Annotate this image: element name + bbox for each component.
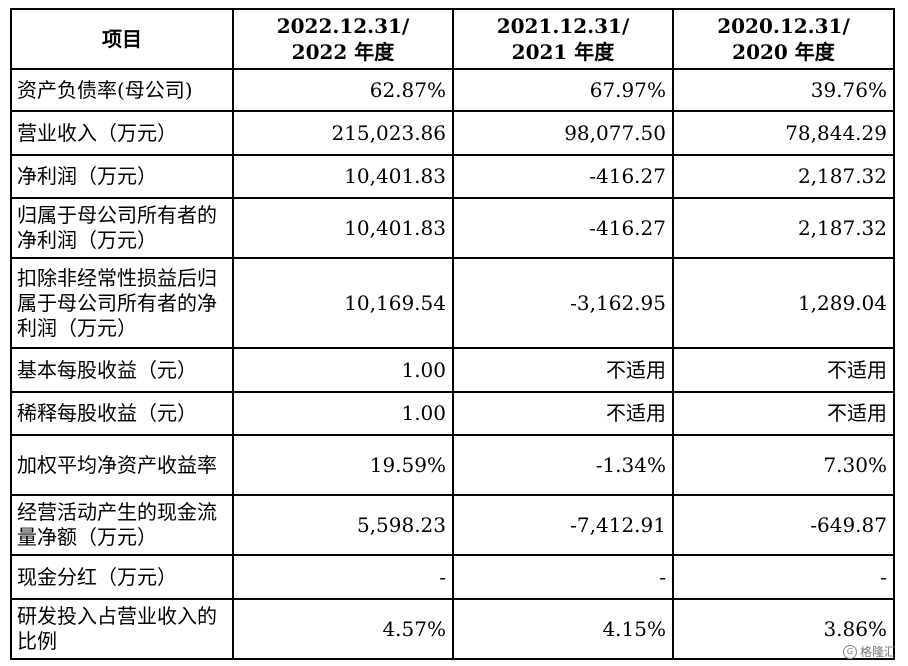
- table-row: 营业收入（万元） 215,023.86 98,077.50 78,844.29: [10, 110, 895, 156]
- header-item-label: 项目: [102, 27, 142, 51]
- row-label: 营业收入（万元）: [10, 110, 234, 156]
- header-2020: 2020.12.31/ 2020 年度: [672, 8, 895, 70]
- value-2020: 不适用: [672, 391, 895, 436]
- header-2020-date: 2020.12.31/: [717, 14, 850, 38]
- row-label: 资产负债率(母公司): [10, 68, 234, 112]
- value-2021: -: [452, 554, 674, 600]
- value-2022: -: [232, 554, 454, 600]
- value-2020: 7.30%: [672, 434, 895, 496]
- table-row: 经营活动产生的现金流量净额（万元） 5,598.23 -7,412.91 -64…: [10, 494, 895, 556]
- table-row: 加权平均净资产收益率 19.59% -1.34% 7.30%: [10, 434, 895, 496]
- watermark-text: 格隆汇: [859, 645, 896, 659]
- value-2021: -3,162.95: [452, 257, 674, 349]
- value-2020: 39.76%: [672, 68, 895, 112]
- table-row: 扣除非经常性损益后归属于母公司所有者的净利润（万元） 10,169.54 -3,…: [10, 257, 895, 349]
- value-2020: 不适用: [672, 347, 895, 393]
- value-2022: 1.00: [232, 391, 454, 436]
- row-label: 加权平均净资产收益率: [10, 434, 234, 496]
- value-2021: -1.34%: [452, 434, 674, 496]
- value-2022: 10,401.83: [232, 197, 454, 259]
- header-2020-year: 2020 年度: [732, 40, 835, 64]
- table-row: 归属于母公司所有者的净利润（万元） 10,401.83 -416.27 2,18…: [10, 197, 895, 259]
- value-2020: 3.86%: [672, 598, 895, 660]
- value-2021: 4.15%: [452, 598, 674, 660]
- table-row: 资产负债率(母公司) 62.87% 67.97% 39.76%: [10, 68, 895, 112]
- value-2021: -7,412.91: [452, 494, 674, 556]
- value-2022: 19.59%: [232, 434, 454, 496]
- value-2021: 67.97%: [452, 68, 674, 112]
- table-row: 净利润（万元） 10,401.83 -416.27 2,187.32: [10, 154, 895, 199]
- row-label: 研发投入占营业收入的比例: [10, 598, 234, 660]
- row-label: 基本每股收益（元）: [10, 347, 234, 393]
- header-2022: 2022.12.31/ 2022 年度: [232, 8, 454, 70]
- value-2021: -416.27: [452, 154, 674, 199]
- value-2022: 4.57%: [232, 598, 454, 660]
- row-label: 稀释每股收益（元）: [10, 391, 234, 436]
- value-2022: 62.87%: [232, 68, 454, 112]
- table-row: 研发投入占营业收入的比例 4.57% 4.15% 3.86%: [10, 598, 895, 660]
- value-2020: -: [672, 554, 895, 600]
- value-2020: -649.87: [672, 494, 895, 556]
- value-2020: 1,289.04: [672, 257, 895, 349]
- value-2021: -416.27: [452, 197, 674, 259]
- row-label: 归属于母公司所有者的净利润（万元）: [10, 197, 234, 259]
- header-2021-date: 2021.12.31/: [496, 14, 630, 38]
- header-2022-year: 2022 年度: [291, 40, 395, 64]
- table-row: 稀释每股收益（元） 1.00 不适用 不适用: [10, 391, 895, 436]
- header-2021: 2021.12.31/ 2021 年度: [452, 8, 674, 70]
- financial-table-container: 项目 2022.12.31/ 2022 年度 2021.12.31/ 2021 …: [10, 8, 895, 660]
- table-row: 现金分红（万元） - - -: [10, 554, 895, 600]
- value-2021: 不适用: [452, 391, 674, 436]
- value-2022: 5,598.23: [232, 494, 454, 556]
- header-item: 项目: [10, 8, 234, 70]
- header-2022-date: 2022.12.31/: [276, 14, 410, 38]
- value-2022: 10,401.83: [232, 154, 454, 199]
- g-logo-icon: G: [842, 644, 857, 659]
- value-2021: 不适用: [452, 347, 674, 393]
- table-row: 基本每股收益（元） 1.00 不适用 不适用: [10, 347, 895, 393]
- header-row: 项目 2022.12.31/ 2022 年度 2021.12.31/ 2021 …: [10, 8, 895, 70]
- value-2022: 10,169.54: [232, 257, 454, 349]
- value-2020: 2,187.32: [672, 197, 895, 259]
- value-2021: 98,077.50: [452, 110, 674, 156]
- value-2020: 78,844.29: [672, 110, 895, 156]
- watermark: G 格隆汇: [842, 643, 896, 660]
- header-2021-year: 2021 年度: [511, 40, 615, 64]
- row-label: 经营活动产生的现金流量净额（万元）: [10, 494, 234, 556]
- financial-indicators-table: 项目 2022.12.31/ 2022 年度 2021.12.31/ 2021 …: [10, 8, 895, 660]
- value-2022: 215,023.86: [232, 110, 454, 156]
- value-2022: 1.00: [232, 347, 454, 393]
- row-label: 现金分红（万元）: [10, 554, 234, 600]
- row-label: 净利润（万元）: [10, 154, 234, 199]
- row-label: 扣除非经常性损益后归属于母公司所有者的净利润（万元）: [10, 257, 234, 349]
- value-2020: 2,187.32: [672, 154, 895, 199]
